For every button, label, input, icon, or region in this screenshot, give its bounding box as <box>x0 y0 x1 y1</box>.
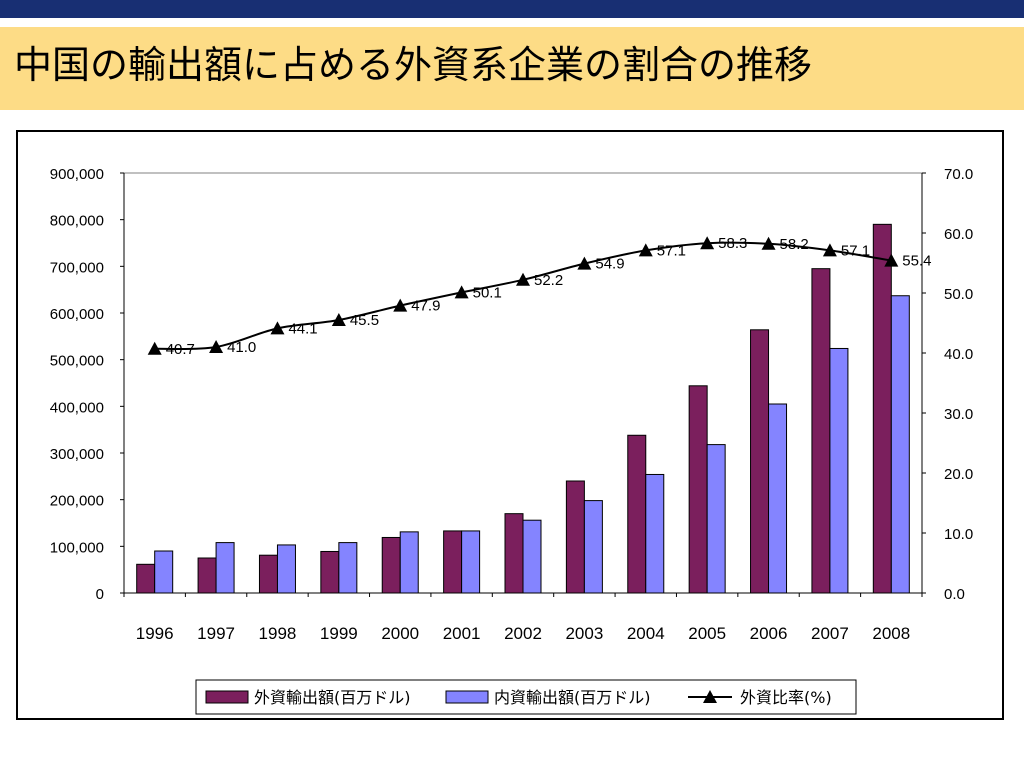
bar-foreign-export <box>565 480 585 594</box>
ratio-data-label: 58.3 <box>718 235 747 252</box>
bar-foreign-export <box>258 554 278 594</box>
x-tick-label: 2002 <box>504 624 542 643</box>
x-tick-label: 2000 <box>381 624 419 643</box>
bar-domestic-export <box>706 444 726 594</box>
right-tick-label: 20.0 <box>944 466 973 483</box>
ratio-data-label: 45.5 <box>350 312 379 329</box>
legend-swatch-foreign <box>205 690 249 704</box>
x-tick-label: 2001 <box>443 624 481 643</box>
bar-domestic-export <box>583 500 603 594</box>
bar-foreign-export <box>136 563 156 594</box>
left-tick-label: 100,000 <box>50 539 104 556</box>
left-tick-label: 600,000 <box>50 306 104 323</box>
ratio-point <box>700 236 715 250</box>
bar-domestic-export <box>890 295 910 594</box>
ratio-data-label: 50.1 <box>473 284 502 301</box>
left-tick-label: 200,000 <box>50 493 104 510</box>
right-tick-label: 10.0 <box>944 526 973 543</box>
top-accent-divider <box>0 18 1024 21</box>
page-title: 中国の輸出額に占める外資系企業の割合の推移 <box>14 43 813 87</box>
x-tick-label: 1998 <box>259 624 297 643</box>
left-tick-label: 500,000 <box>50 353 104 370</box>
ratio-point <box>638 243 653 257</box>
bar-domestic-export <box>276 544 296 594</box>
ratio-point <box>761 236 776 250</box>
bar-foreign-export <box>872 223 892 594</box>
right-tick-label: 60.0 <box>944 226 973 243</box>
ratio-point <box>822 243 837 257</box>
bar-foreign-export <box>504 513 524 594</box>
x-tick-label: 2003 <box>565 624 603 643</box>
ratio-point <box>147 341 162 355</box>
x-tick-label: 2005 <box>688 624 726 643</box>
x-tick-label: 1997 <box>197 624 235 643</box>
left-tick-label: 400,000 <box>50 399 104 416</box>
bar-foreign-export <box>750 329 770 594</box>
ratio-data-label: 40.7 <box>166 341 195 358</box>
right-tick-label: 50.0 <box>944 286 973 303</box>
legend-box <box>195 679 857 715</box>
bar-domestic-export <box>338 542 358 594</box>
x-tick-label: 2006 <box>750 624 788 643</box>
ratio-data-label: 58.2 <box>780 236 809 253</box>
bar-domestic-export <box>154 550 174 594</box>
x-tick-label: 2008 <box>872 624 910 643</box>
ratio-point <box>454 285 469 299</box>
bar-foreign-export <box>627 434 647 594</box>
combo-chart: 0 100,000 200,000 300,000 400,000 500,000 600,… <box>50 166 973 715</box>
legend-marker-ratio <box>703 690 717 703</box>
title-band <box>0 27 1024 110</box>
bar-domestic-export <box>461 530 481 594</box>
legend-label-ratio: 外資比率(%) <box>740 688 832 707</box>
x-tick-label: 2004 <box>627 624 665 643</box>
left-tick-label: 900,000 <box>50 166 104 183</box>
bar-foreign-export <box>197 557 217 594</box>
ratio-data-label: 47.9 <box>411 298 440 315</box>
top-accent-bar <box>0 0 1024 18</box>
bar-foreign-export <box>688 385 708 594</box>
ratio-data-label: 54.9 <box>595 256 624 273</box>
ratio-data-label: 41.0 <box>227 339 256 356</box>
ratio-point <box>884 253 899 267</box>
bar-domestic-export <box>399 531 419 594</box>
ratio-data-label: 57.1 <box>657 242 686 259</box>
left-tick-label: 0 <box>96 586 104 603</box>
x-tick-label: 2007 <box>811 624 849 643</box>
bar-foreign-export <box>381 536 401 594</box>
ratio-data-label: 52.2 <box>534 272 563 289</box>
bar-domestic-export <box>522 519 542 594</box>
ratio-data-label: 55.4 <box>902 253 931 270</box>
right-tick-label: 0.0 <box>944 586 965 603</box>
bar-foreign-export <box>811 268 831 594</box>
x-tick-label: 1999 <box>320 624 358 643</box>
bar-domestic-export <box>768 403 788 594</box>
ratio-point <box>393 298 408 312</box>
ratio-line <box>154 241 892 351</box>
ratio-point <box>270 321 285 335</box>
bar-domestic-export <box>215 542 235 594</box>
legend-label-domestic: 内資輸出額(百万ドル) <box>494 688 651 707</box>
ratio-point <box>331 313 346 326</box>
bar-foreign-export <box>320 550 340 594</box>
ratio-data-label: 57.1 <box>841 242 870 259</box>
right-tick-label: 70.0 <box>944 166 973 183</box>
legend-swatch-domestic <box>445 690 489 704</box>
left-tick-label: 300,000 <box>50 446 104 463</box>
left-tick-label: 800,000 <box>50 213 104 230</box>
legend-label-foreign: 外資輸出額(百万ドル) <box>254 688 411 707</box>
x-tick-label: 1996 <box>136 624 174 643</box>
ratio-point <box>577 256 592 270</box>
ratio-point <box>516 272 530 286</box>
bar-domestic-export <box>645 473 665 594</box>
ratio-point <box>209 340 224 353</box>
left-tick-label: 700,000 <box>50 259 104 276</box>
right-tick-label: 30.0 <box>944 406 973 423</box>
chart-frame: 0 100,000 200,000 300,000 400,000 500,000 600,… <box>16 130 1004 720</box>
bar-foreign-export <box>443 530 463 594</box>
bar-domestic-export <box>829 347 849 594</box>
right-tick-label: 40.0 <box>944 346 973 363</box>
ratio-data-label: 44.1 <box>288 320 317 337</box>
